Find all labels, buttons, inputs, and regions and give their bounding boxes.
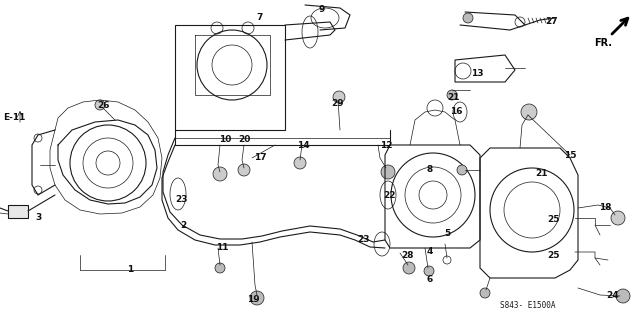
Text: 26: 26 [97,100,109,109]
Text: 1: 1 [127,265,133,275]
Text: 28: 28 [402,250,414,259]
Text: 3: 3 [35,213,41,222]
Circle shape [294,157,306,169]
Text: 27: 27 [546,18,558,26]
Text: 7: 7 [257,13,263,23]
Text: 25: 25 [548,250,560,259]
Text: 21: 21 [535,168,547,177]
Circle shape [213,167,227,181]
Polygon shape [8,205,28,218]
Text: 5: 5 [444,229,450,239]
Circle shape [250,291,264,305]
Text: 22: 22 [384,190,396,199]
Circle shape [403,262,415,274]
Text: 23: 23 [356,235,369,244]
Circle shape [381,165,395,179]
Text: 24: 24 [607,291,620,300]
Circle shape [521,104,537,120]
Text: 10: 10 [219,136,231,145]
Text: FR.: FR. [594,38,612,48]
Text: 6: 6 [427,276,433,285]
Text: E-11: E-11 [3,114,25,122]
Circle shape [95,100,105,110]
Text: 23: 23 [176,196,188,204]
Text: 12: 12 [380,140,392,150]
Text: 14: 14 [297,140,309,150]
Text: 29: 29 [332,99,344,108]
Text: 16: 16 [450,108,462,116]
Text: 13: 13 [471,69,483,78]
Circle shape [215,263,225,273]
Circle shape [480,288,490,298]
Circle shape [616,289,630,303]
Text: 8: 8 [427,166,433,174]
Text: 20: 20 [238,136,250,145]
Text: 17: 17 [253,153,266,162]
Circle shape [611,211,625,225]
Text: 18: 18 [599,204,611,212]
Text: 4: 4 [427,248,433,256]
Text: 25: 25 [548,216,560,225]
Text: 15: 15 [564,151,576,160]
Text: 11: 11 [216,243,228,253]
Circle shape [463,13,473,23]
Circle shape [238,164,250,176]
Circle shape [447,90,457,100]
Circle shape [424,266,434,276]
Text: 9: 9 [319,4,325,13]
Text: 21: 21 [447,93,460,102]
Circle shape [457,165,467,175]
Text: 2: 2 [180,220,186,229]
Text: S843- E1500A: S843- E1500A [500,301,556,310]
Circle shape [333,91,345,103]
Text: 19: 19 [246,295,259,305]
